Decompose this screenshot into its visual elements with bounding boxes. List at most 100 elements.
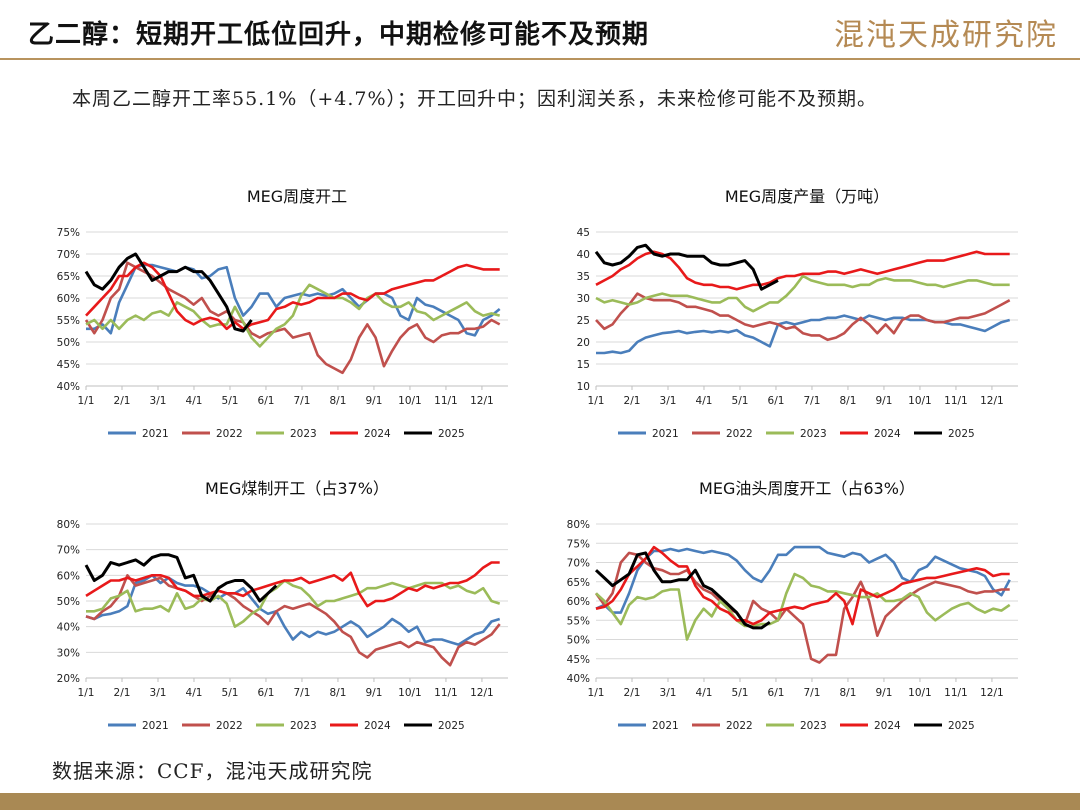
y-tick-label: 25: [577, 315, 590, 327]
legend-label-2023: 2023: [290, 428, 317, 440]
legend-label-2022: 2022: [216, 720, 243, 732]
x-tick-label: 6/1: [258, 395, 275, 407]
y-tick-label: 50%: [567, 635, 590, 647]
x-tick-label: 10/1: [398, 395, 422, 407]
x-tick-label: 9/1: [875, 687, 892, 699]
x-tick-label: 7/1: [804, 687, 821, 699]
x-tick-label: 8/1: [840, 395, 857, 407]
legend-label-2025: 2025: [948, 428, 975, 440]
x-tick-label: 11/1: [434, 687, 458, 699]
x-tick-label: 12/1: [470, 395, 494, 407]
y-tick-label: 50%: [57, 337, 80, 349]
chart-svg: MEG煤制开工（占37%） 20% 30% 40% 50% 60% 70% 80% 1/1 2/1…: [57, 479, 508, 732]
x-tick-label: 7/1: [294, 687, 311, 699]
x-tick-label: 10/1: [908, 687, 932, 699]
legend-label-2022: 2022: [216, 428, 243, 440]
chart-meg-oil-operating-rate: MEG油头周度开工（占63%） 40% 45% 50% 55% 60% 65% 70% 75% 8…: [540, 472, 1050, 742]
y-tick-label: 65%: [567, 577, 590, 589]
series-line-2023: [86, 579, 501, 628]
legend-label-2024: 2024: [364, 428, 391, 440]
y-tick-label: 20: [577, 337, 590, 349]
legend-label-2021: 2021: [652, 428, 679, 440]
y-tick-label: 30: [577, 293, 590, 305]
series-line-2022: [594, 551, 1010, 664]
series-line-2022: [595, 292, 1011, 342]
x-tick-label: 6/1: [258, 687, 275, 699]
brand-logo: 混沌天成研究院: [834, 18, 1058, 53]
x-tick-label: 7/1: [294, 395, 311, 407]
series-line-2022: [85, 574, 501, 667]
x-tick-label: 3/1: [660, 395, 677, 407]
series-line-2025: [594, 551, 771, 630]
legend-label-2024: 2024: [874, 428, 901, 440]
chart-meg-weekly-output: MEG周度产量（万吨） 10 15 20 25 30 35 40 45 1/1 2/1 3/1 4/1 5…: [540, 180, 1050, 450]
series-line-2021: [85, 574, 501, 646]
legend-label-2022: 2022: [726, 428, 753, 440]
x-tick-label: 5/1: [732, 687, 749, 699]
x-tick-label: 8/1: [330, 687, 347, 699]
x-tick-label: 4/1: [186, 395, 203, 407]
series-line-2025: [84, 252, 253, 333]
chart-title: MEG煤制开工（占37%）: [205, 479, 389, 498]
legend-label-2021: 2021: [652, 720, 679, 732]
chart-svg: MEG周度开工 40% 45% 50% 55% 60% 65% 70% 75% 1/1 2/1 3/1…: [57, 187, 508, 440]
x-tick-label: 12/1: [470, 687, 494, 699]
x-tick-label: 4/1: [696, 395, 713, 407]
x-tick-label: 8/1: [840, 687, 857, 699]
chart-meg-weekly-operating-rate: MEG周度开工 40% 45% 50% 55% 60% 65% 70% 75% 1/1 2/1 3/1…: [30, 180, 540, 450]
y-tick-label: 40%: [567, 673, 590, 685]
footer-bar: [0, 793, 1080, 810]
y-tick-label: 15: [577, 359, 590, 371]
x-tick-label: 12/1: [980, 687, 1004, 699]
y-tick-label: 45%: [567, 654, 590, 666]
series-line-2023: [595, 274, 1010, 313]
legend-label-2025: 2025: [438, 720, 465, 732]
series-line-2024: [85, 261, 500, 331]
page-title: 乙二醇：短期开工低位回升，中期检修可能不及预期: [28, 20, 650, 50]
x-tick-label: 2/1: [624, 687, 641, 699]
x-tick-label: 6/1: [768, 687, 785, 699]
x-tick-label: 9/1: [365, 395, 382, 407]
y-tick-label: 50%: [57, 596, 80, 608]
legend-label-2021: 2021: [142, 428, 169, 440]
x-tick-label: 2/1: [624, 395, 641, 407]
legend-label-2024: 2024: [874, 720, 901, 732]
x-tick-label: 3/1: [150, 687, 167, 699]
legend-label-2024: 2024: [364, 720, 391, 732]
chart-title: MEG油头周度开工（占63%）: [699, 479, 915, 498]
x-tick-label: 1/1: [78, 395, 95, 407]
x-tick-label: 9/1: [875, 395, 892, 407]
y-tick-label: 40%: [57, 622, 80, 634]
y-tick-label: 80%: [57, 519, 80, 531]
x-tick-label: 2/1: [114, 687, 131, 699]
x-tick-label: 3/1: [660, 687, 677, 699]
series-line-2025: [84, 553, 278, 603]
x-tick-label: 6/1: [768, 395, 785, 407]
y-tick-label: 70%: [57, 545, 80, 557]
summary-text: 本周乙二醇开工率55.1%（+4.7%）；开工回升中；因利润关系，未来检修可能不…: [72, 88, 878, 110]
y-tick-label: 80%: [567, 519, 590, 531]
series-line-2021: [86, 263, 501, 337]
series-line-2024: [595, 250, 1010, 291]
x-tick-label: 2/1: [114, 395, 131, 407]
y-tick-label: 75%: [57, 227, 80, 239]
header-divider: [0, 58, 1080, 60]
x-tick-label: 8/1: [330, 395, 347, 407]
x-tick-label: 11/1: [944, 395, 968, 407]
x-tick-label: 1/1: [588, 687, 605, 699]
legend-label-2025: 2025: [948, 720, 975, 732]
y-tick-label: 45: [577, 227, 590, 239]
x-tick-label: 1/1: [78, 687, 95, 699]
series-line-2025: [594, 243, 779, 291]
x-tick-label: 11/1: [944, 687, 968, 699]
x-tick-label: 5/1: [222, 687, 239, 699]
y-tick-label: 55%: [57, 315, 80, 327]
y-tick-label: 40%: [57, 381, 80, 393]
x-tick-label: 9/1: [365, 687, 382, 699]
legend-label-2023: 2023: [800, 428, 827, 440]
y-tick-label: 55%: [567, 615, 590, 627]
y-tick-label: 60%: [567, 596, 590, 608]
y-tick-label: 10: [577, 381, 590, 393]
y-tick-label: 75%: [567, 538, 590, 550]
